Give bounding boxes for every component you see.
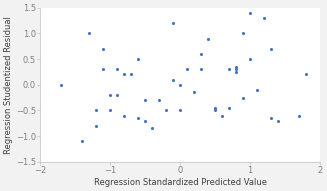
Point [114, 68, 120, 71]
Point [303, 73, 309, 76]
Point [206, 37, 211, 40]
Point [114, 94, 120, 97]
Point [122, 114, 127, 117]
Point [213, 109, 218, 112]
Point [192, 91, 197, 94]
Point [276, 119, 281, 122]
Point [297, 114, 302, 117]
Point [241, 96, 246, 99]
Point [108, 109, 113, 112]
Point [268, 117, 274, 120]
Point [268, 47, 274, 50]
Point [233, 70, 239, 74]
Point [233, 68, 239, 71]
Point [150, 127, 155, 130]
Point [171, 78, 176, 81]
Point [241, 32, 246, 35]
Point [220, 114, 225, 117]
Point [178, 83, 183, 86]
Point [143, 119, 148, 122]
Point [87, 32, 92, 35]
Point [94, 124, 99, 127]
Point [198, 52, 204, 55]
Point [164, 109, 169, 112]
Point [248, 11, 253, 14]
Point [101, 68, 106, 71]
Point [185, 68, 190, 71]
Point [136, 57, 141, 61]
Point [59, 83, 64, 86]
Point [108, 94, 113, 97]
Point [255, 88, 260, 91]
Point [198, 68, 204, 71]
Point [227, 68, 232, 71]
Point [101, 47, 106, 50]
Point [262, 16, 267, 19]
Point [178, 109, 183, 112]
Point [79, 140, 85, 143]
Point [233, 65, 239, 68]
Point [227, 106, 232, 109]
Y-axis label: Regression Studentized Residual: Regression Studentized Residual [4, 16, 13, 154]
Point [143, 99, 148, 102]
Point [129, 73, 134, 76]
Point [136, 117, 141, 120]
Point [94, 109, 99, 112]
Point [213, 106, 218, 109]
Point [248, 57, 253, 61]
Point [171, 22, 176, 25]
Point [157, 99, 162, 102]
X-axis label: Regression Standardized Predicted Value: Regression Standardized Predicted Value [94, 178, 267, 187]
Point [122, 73, 127, 76]
